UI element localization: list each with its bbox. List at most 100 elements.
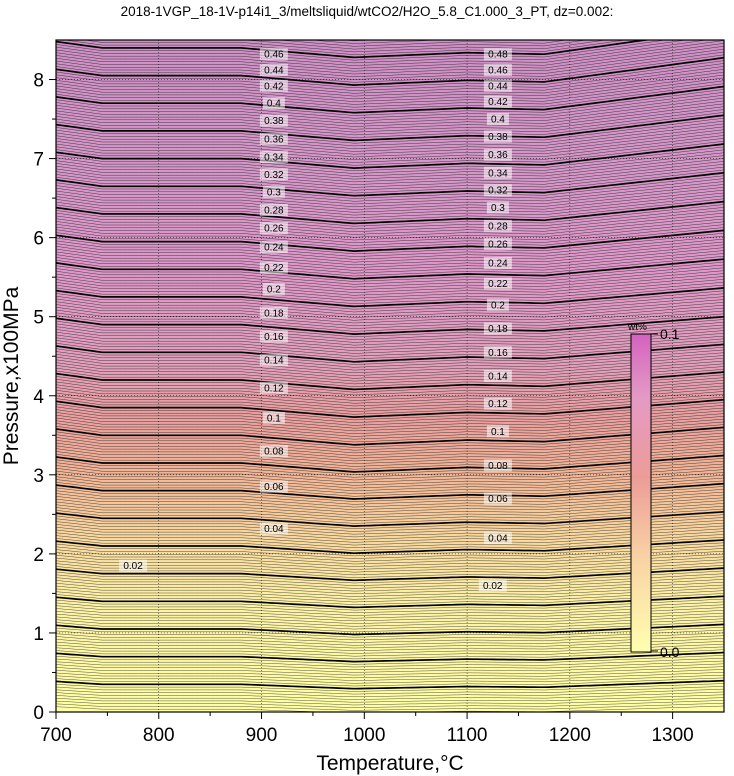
minor-contour-line: [56, 505, 724, 521]
minor-contour-line: [56, 663, 724, 673]
minor-contour-line: [56, 123, 724, 149]
minor-contour-line: [56, 235, 724, 257]
minor-contour-line: [56, 621, 724, 633]
minor-contour-line: [56, 612, 724, 624]
contour-label-bg: [259, 241, 288, 254]
major-contour-line: [56, 623, 724, 636]
minor-contour-line: [56, 396, 724, 415]
minor-contour-line: [56, 391, 724, 410]
contour-label-bg: [483, 370, 512, 382]
minor-contour-line: [56, 261, 724, 282]
minor-contour-line: [56, 51, 724, 80]
contour-label-bg: [483, 219, 512, 232]
minor-contour-line: [56, 299, 724, 318]
contour-label-bg: [483, 79, 512, 92]
contour-label-bg: [262, 411, 285, 424]
minor-contour-line: [56, 270, 724, 291]
contour-label-bg: [483, 459, 512, 472]
contour-label-bg: [119, 559, 148, 572]
minor-contour-line: [56, 517, 724, 532]
minor-contour-line: [56, 565, 724, 578]
minor-contour-line: [56, 545, 724, 559]
minor-contour-line: [275, 40, 568, 47]
minor-contour-line: [56, 290, 724, 310]
minor-contour-line: [56, 377, 724, 396]
major-contour-line: [56, 371, 724, 391]
minor-contour-line: [56, 215, 724, 238]
contour-label: 0.14: [488, 372, 508, 383]
minor-contour-line: [56, 221, 724, 244]
minor-contour-line: [56, 338, 724, 357]
minor-contour-line: [56, 189, 724, 213]
minor-contour-line: [56, 452, 724, 470]
minor-contour-line: [56, 500, 724, 516]
minor-contour-line: [56, 432, 724, 451]
contour-label: 0.42: [264, 81, 284, 92]
minor-contour-line: [56, 155, 724, 180]
contour-label: 0.24: [488, 258, 508, 269]
minor-contour-line: [56, 405, 724, 423]
contour-label-bg: [259, 151, 288, 164]
contour-label-bg: [478, 579, 507, 592]
minor-contour-line: [56, 402, 724, 421]
colorbar: wt% 0.1 0.0: [627, 322, 680, 660]
major-contour-line: [56, 398, 724, 418]
contour-label: 0.32: [488, 186, 508, 197]
contour-label-bg: [259, 203, 288, 216]
plot-frame: [55, 39, 725, 713]
minor-contour-line: [56, 393, 724, 412]
plot-background: [56, 40, 724, 712]
minor-contour-line: [56, 135, 724, 161]
contour-label-bg: [259, 381, 288, 394]
minor-contour-line: [56, 89, 724, 116]
minor-contour-line: [56, 209, 724, 232]
contour-label-bg: [486, 113, 509, 126]
minor-contour-line: [56, 700, 724, 708]
major-contour-line: [56, 454, 724, 473]
x-tick-label: 900: [246, 725, 278, 746]
minor-contour-line: [56, 385, 724, 404]
contour-label-bg: [259, 522, 288, 535]
contour-label: 0.38: [264, 116, 284, 127]
minor-contour-line: [56, 514, 724, 530]
minor-contour-line: [56, 705, 724, 712]
contour-label: 0.14: [264, 356, 284, 367]
major-contour-line: [56, 343, 724, 363]
minor-contour-line: [56, 421, 724, 440]
minor-contour-line: [56, 238, 724, 260]
minor-contour-line: [56, 304, 724, 324]
minor-contour-line: [56, 293, 724, 313]
minor-contour-line: [56, 109, 724, 136]
minor-contour-line: [56, 355, 724, 374]
contour-label: 0.46: [264, 50, 284, 61]
minor-contour-line: [56, 307, 724, 327]
minor-contour-line: [56, 163, 724, 188]
minor-contour-line: [56, 48, 724, 78]
minor-contour-line: [56, 247, 724, 268]
minor-contour-line: [56, 429, 724, 448]
minor-contour-line: [56, 641, 724, 652]
major-contour-line: [56, 426, 724, 446]
minor-contour-line: [56, 590, 724, 603]
colorbar-min-label: 0.0: [660, 644, 680, 660]
minor-contour-line: [308, 40, 549, 44]
minor-contour-line: [56, 593, 724, 605]
minor-contour-line: [56, 646, 724, 657]
contour-label-bg: [483, 148, 512, 161]
contour-label: 0.38: [488, 132, 508, 143]
contour-label: 0.4: [491, 115, 505, 126]
minor-contour-line: [56, 341, 724, 360]
chart-title: 2018-1VGP_18-1V-p14i1_3/meltsliquid/wtCO…: [121, 4, 614, 19]
minor-contour-line: [56, 212, 724, 235]
contour-label: 0.16: [264, 332, 284, 343]
minor-contour-line: [56, 68, 724, 97]
major-contour-line: [56, 315, 724, 335]
y-tick-label: 5: [33, 308, 44, 329]
minor-contour-line: [56, 458, 724, 475]
y-tick-label: 0: [33, 703, 44, 724]
contour-label: 0.12: [488, 399, 508, 410]
minor-contour-line: [56, 302, 724, 321]
major-contour-line: [56, 200, 724, 225]
contour-label-bg: [483, 492, 512, 505]
